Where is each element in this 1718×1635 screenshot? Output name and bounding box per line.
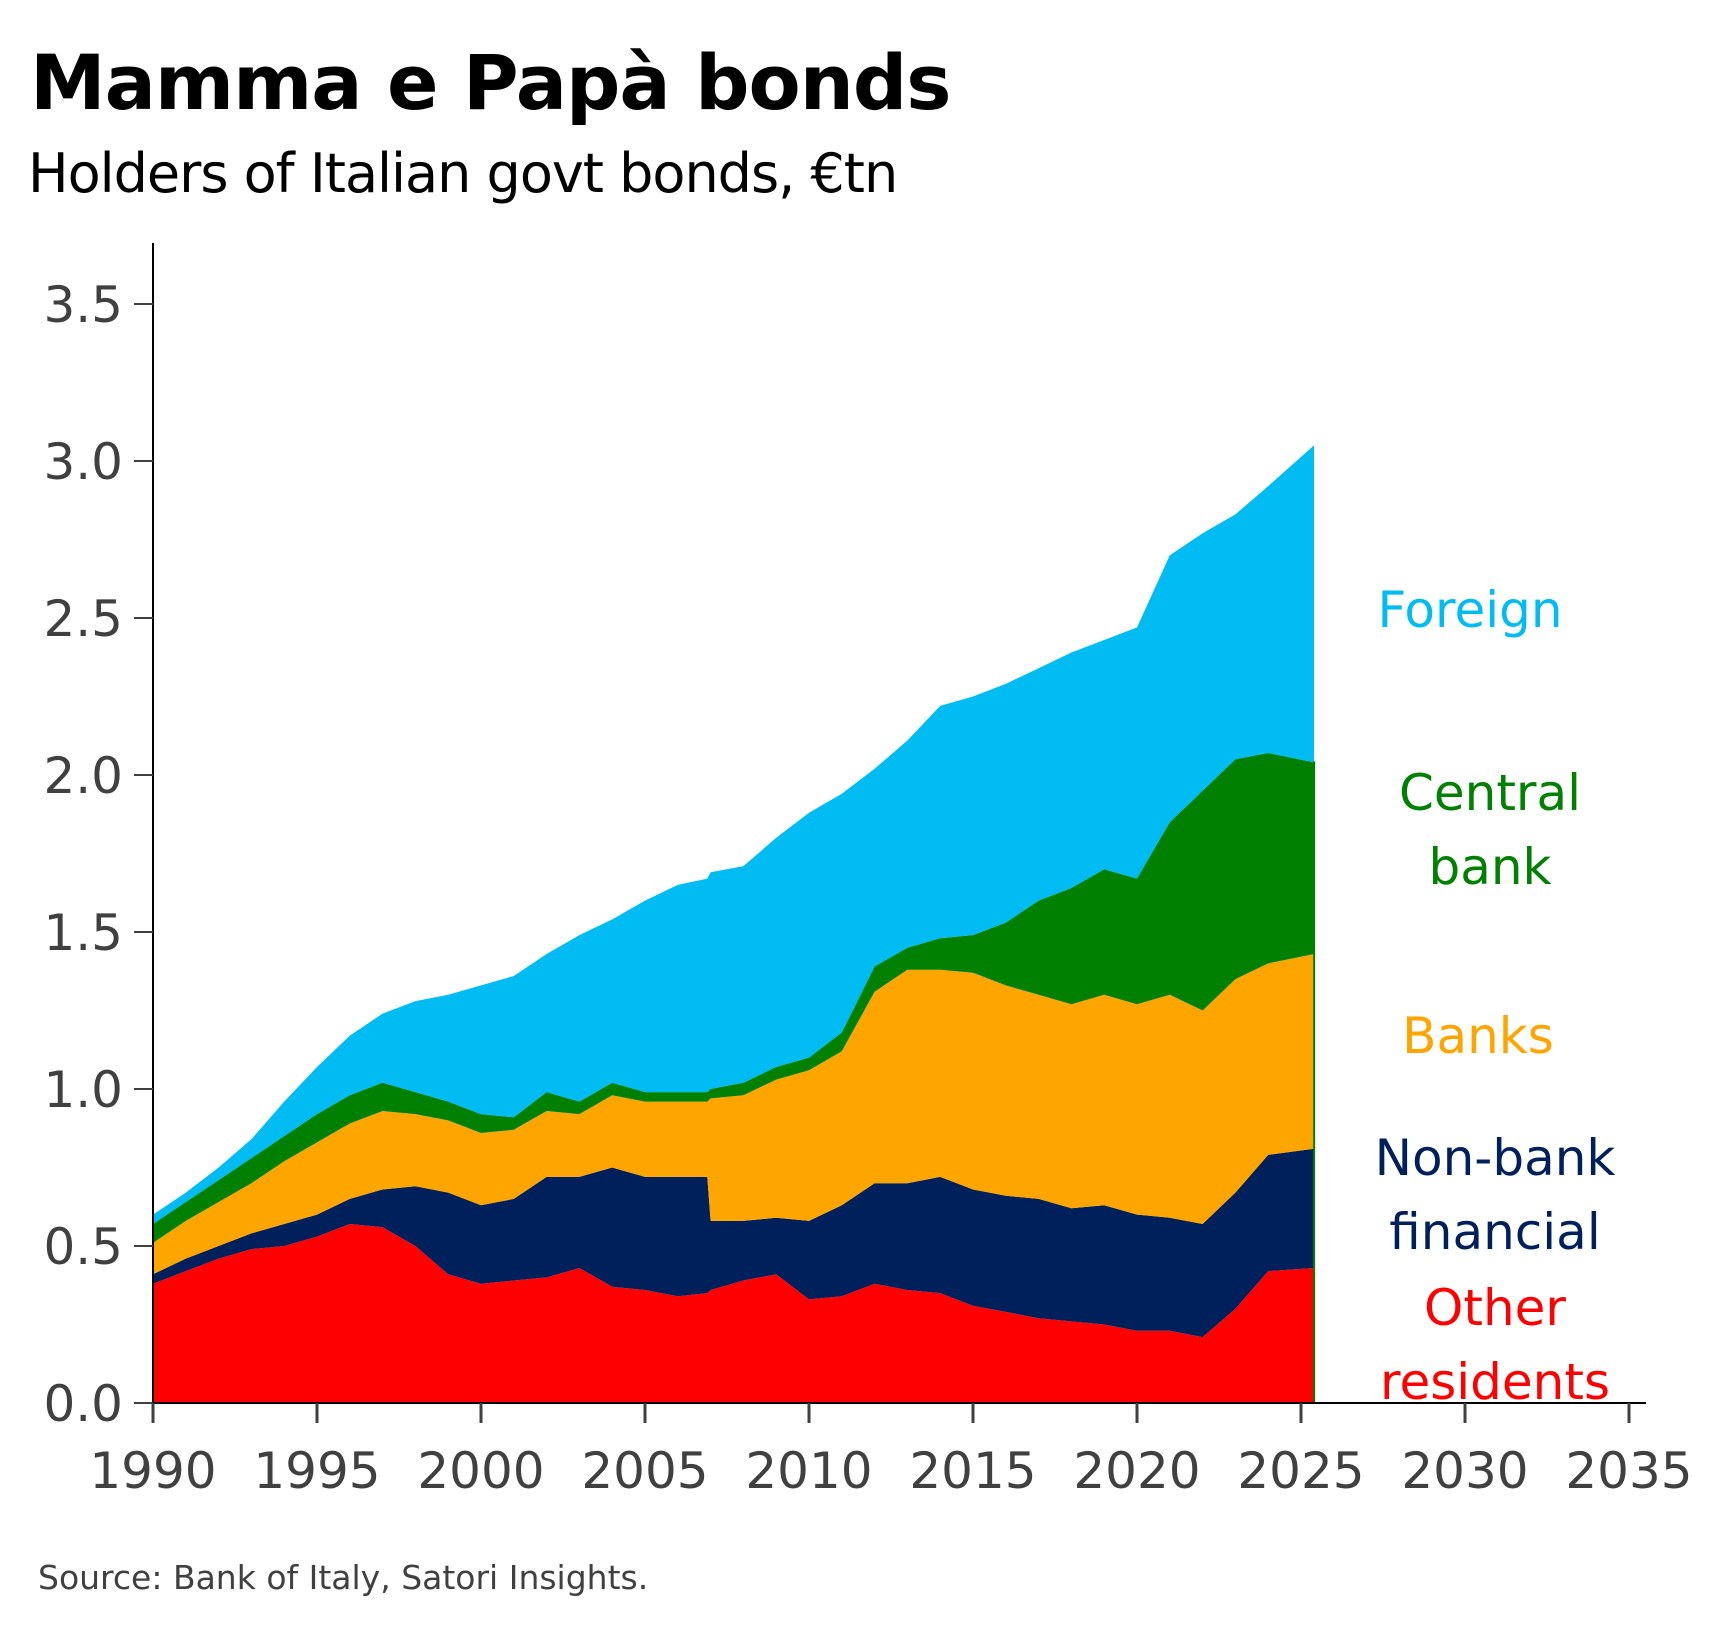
area-non-bank-financial	[153, 1148, 1315, 1338]
x-tick-label: 2025	[1237, 1442, 1364, 1500]
x-tick-label: 2010	[745, 1442, 872, 1500]
series-label-line: Foreign	[1377, 581, 1562, 639]
y-tick-label: 0.5	[43, 1218, 123, 1276]
y-tick-label: 2.0	[43, 747, 123, 805]
x-tick-label: 2030	[1401, 1442, 1528, 1500]
area-other-residents	[153, 1224, 1315, 1403]
area-central-bank	[153, 753, 1315, 1243]
y-tick-label: 1.0	[43, 1061, 123, 1119]
x-tick-label: 1990	[89, 1442, 216, 1500]
series-label-banks: Banks	[1402, 1007, 1554, 1065]
area-banks	[153, 954, 1315, 1275]
series-label-line: financial	[1389, 1203, 1600, 1261]
series-label-non-bank-financial: Non-bank financial	[1375, 1129, 1616, 1261]
x-tick-label: 2000	[417, 1442, 544, 1500]
chart-subtitle: Holders of Italian govt bonds, €tn	[28, 142, 898, 205]
x-tick-label: 2020	[1073, 1442, 1200, 1500]
series-label-line: Non-bank	[1375, 1129, 1616, 1187]
series-label-central-bank: Central bank	[1399, 764, 1581, 896]
series-label-line: bank	[1428, 838, 1551, 896]
series-label-line: Central	[1399, 764, 1581, 822]
source-note: Source: Bank of Italy, Satori Insights.	[38, 1558, 649, 1597]
y-tick-label: 2.5	[43, 590, 123, 648]
area-foreign	[153, 445, 1315, 1224]
series-label-line: Banks	[1402, 1007, 1554, 1065]
series-labels: Other residents Non-bank financial Banks Cent…	[1375, 581, 1616, 1411]
chart-title: Mamma e Papà bonds	[30, 38, 951, 127]
series-label-foreign: Foreign	[1377, 581, 1562, 639]
y-tick-label: 1.5	[43, 904, 123, 962]
axes: 0.0 0.5 1.0 1.5 2.0 2.5 3.0 3.5 1990 1995 2000 2005…	[43, 243, 1693, 1500]
series-label-line: residents	[1380, 1353, 1610, 1411]
y-tick-label: 3.5	[43, 276, 123, 334]
y-tick-label: 0.0	[43, 1375, 123, 1433]
series-label-other-residents: Other residents	[1380, 1279, 1610, 1411]
x-tick-label: 2035	[1565, 1442, 1692, 1500]
x-tick-label: 2005	[581, 1442, 708, 1500]
series-label-line: Other	[1424, 1279, 1566, 1337]
y-tick-label: 3.0	[43, 433, 123, 491]
x-tick-label: 1995	[253, 1442, 380, 1500]
area-layers	[153, 445, 1316, 1403]
x-tick-label: 2015	[909, 1442, 1036, 1500]
